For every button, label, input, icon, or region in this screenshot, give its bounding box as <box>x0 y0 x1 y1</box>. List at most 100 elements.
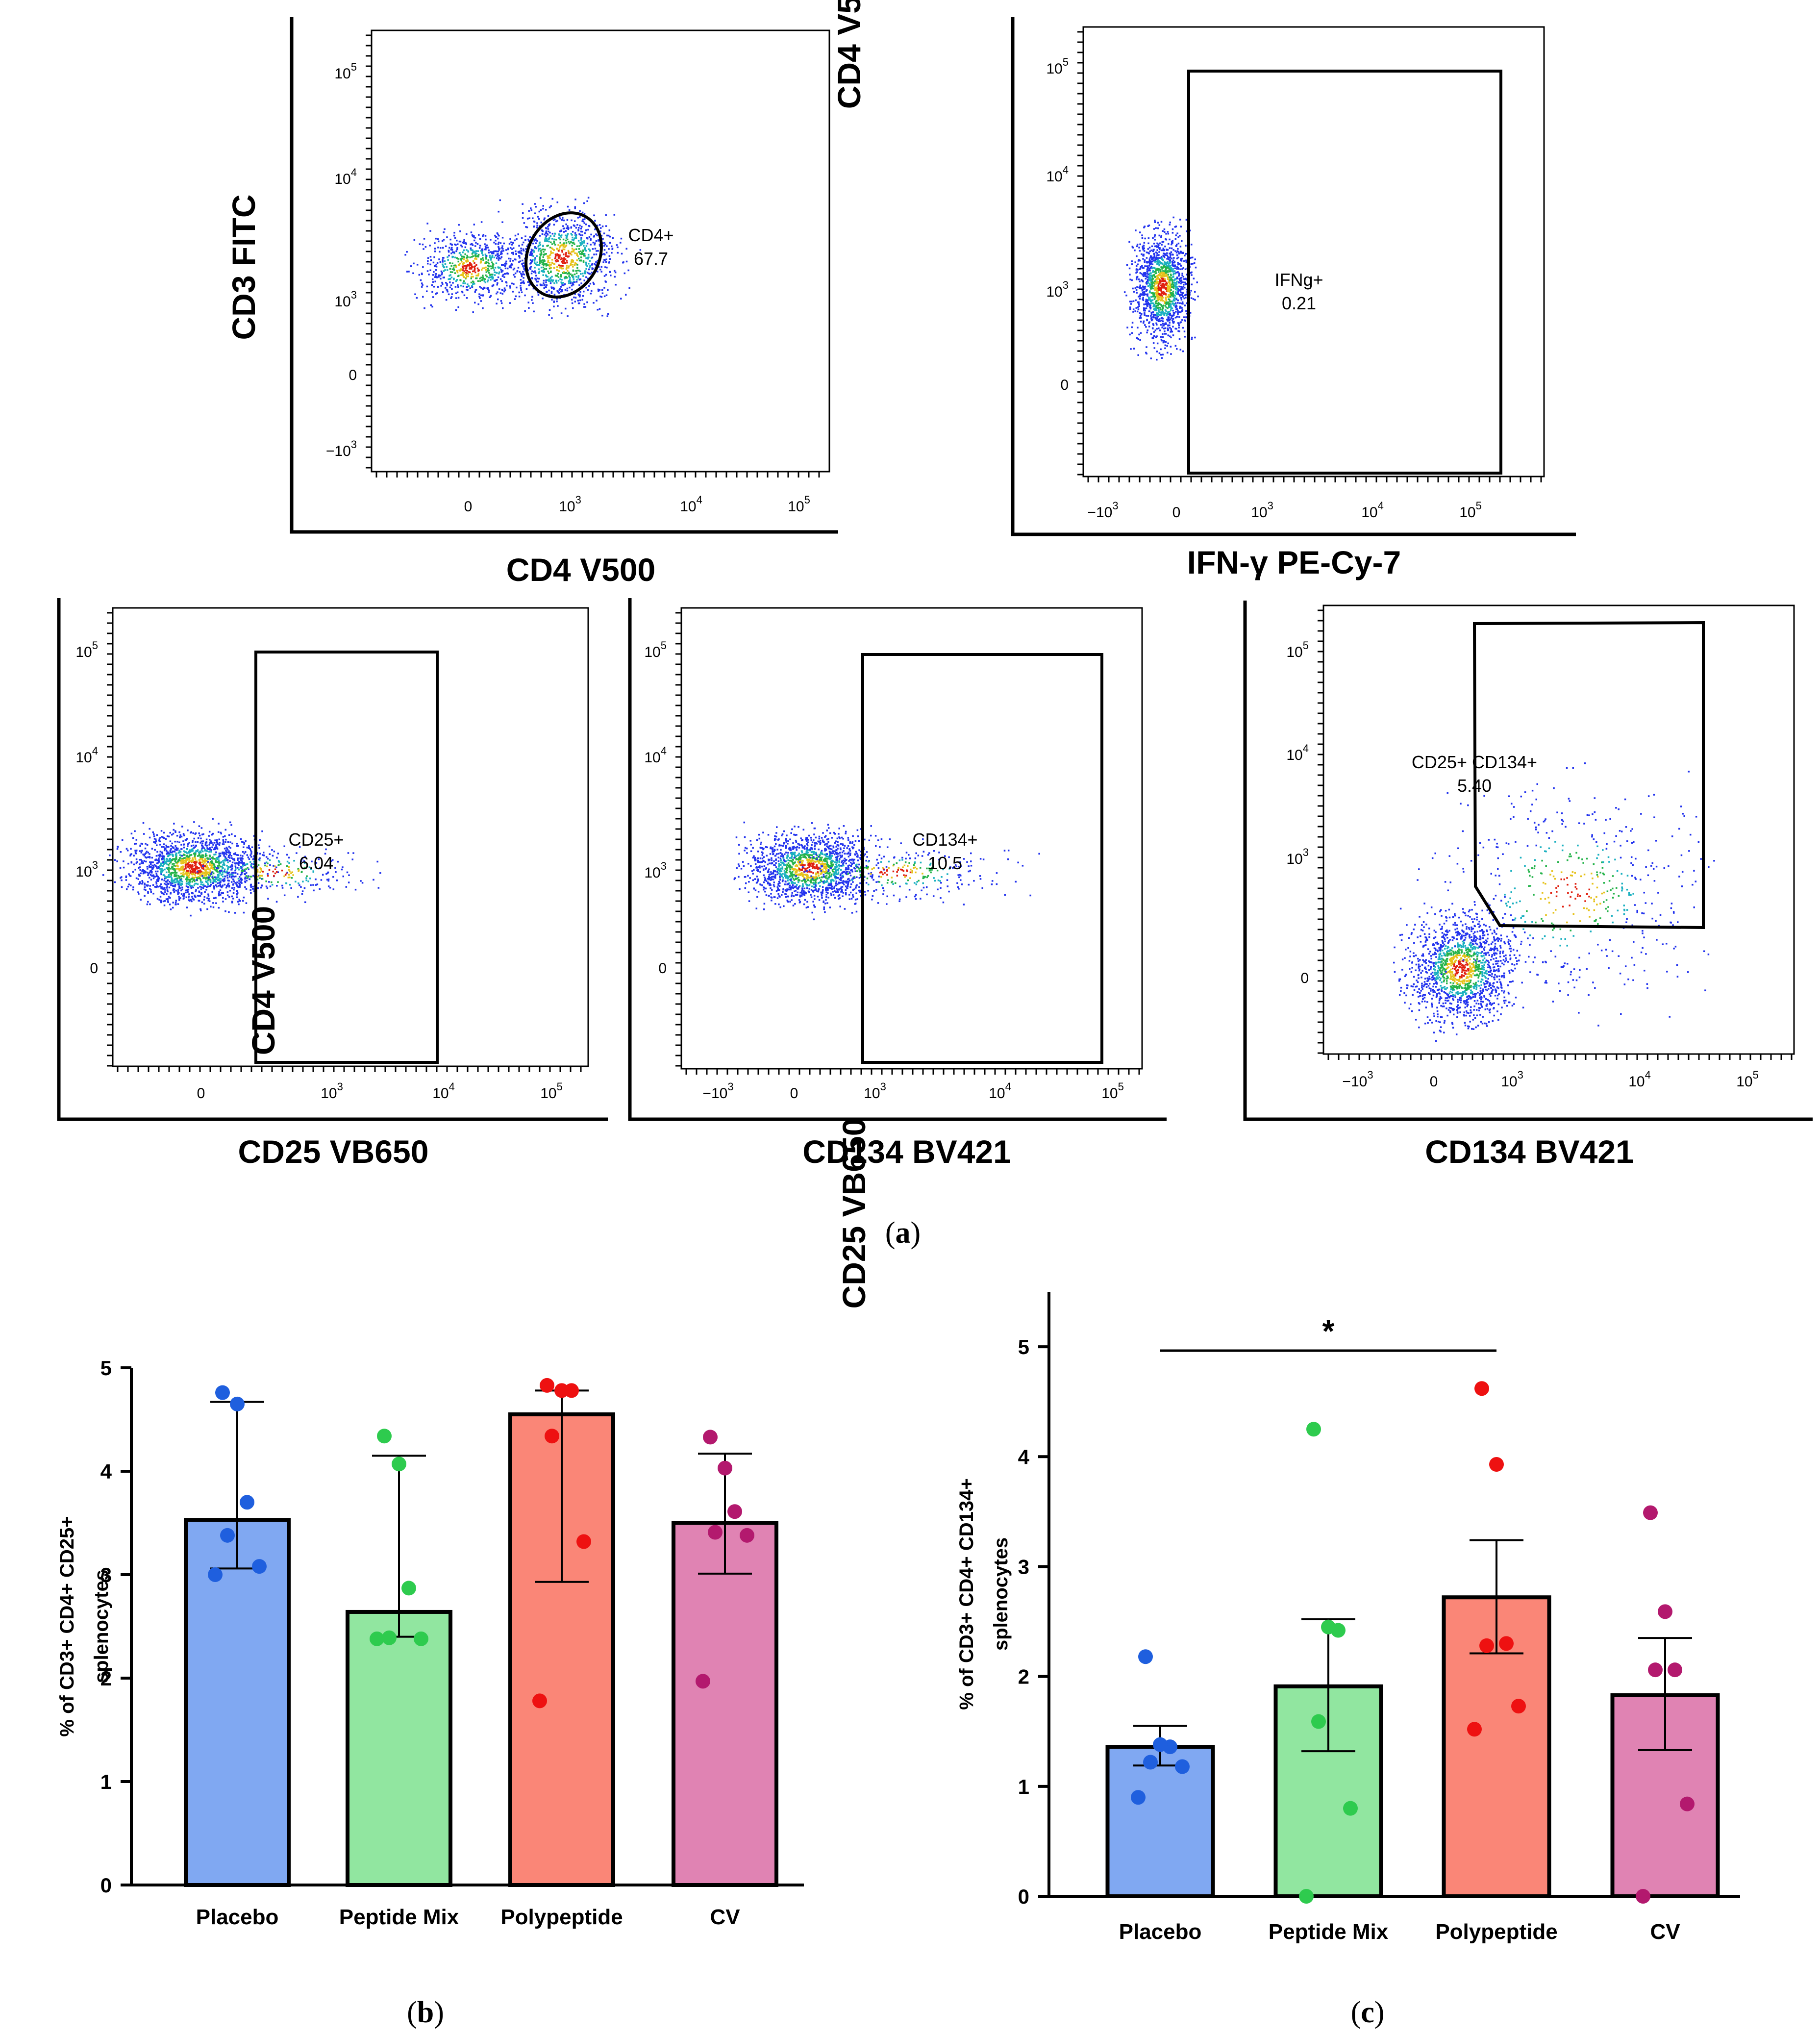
y-tick-label: 0 <box>1060 377 1069 393</box>
data-point <box>1343 1801 1358 1816</box>
panel-label-c: (c) <box>1351 1996 1385 2029</box>
data-point <box>1643 1505 1658 1520</box>
flow-x-axis-title: CD4 V500 <box>506 552 656 588</box>
data-point <box>1321 1619 1336 1634</box>
data-point <box>377 1429 392 1444</box>
flow-tick-marks <box>1318 609 1793 1060</box>
data-point <box>554 1383 569 1398</box>
bar-chart-c: 0 1 2 3 4 5 % of CD3+ CD4+ CD134+ splenocytes Pl… <box>956 1292 1740 1944</box>
x-tick-label: 105 <box>540 1081 563 1102</box>
gate-rectangle <box>1187 70 1502 475</box>
gate-value: 67.7 <box>634 249 668 269</box>
flow-y-axis-title: CD3 FITC <box>225 195 262 340</box>
x-tick-label: 105 <box>1459 500 1482 521</box>
flow-plot-p5: −103 0 103 104 105 105 104 103 0 CD25+ CD134+ 5.40… <box>836 601 1813 1308</box>
x-tick-label: 103 <box>864 1081 886 1102</box>
category-label: CV <box>1650 1920 1680 1944</box>
category-label: Polypeptide <box>1435 1920 1557 1944</box>
flow-plot-border <box>1322 604 1795 1055</box>
data-point <box>1636 1889 1650 1904</box>
y-tick-label: 104 <box>1046 164 1069 185</box>
flow-tick-marks <box>107 612 582 1072</box>
data-point <box>252 1559 267 1574</box>
event-dots <box>1123 216 1199 361</box>
data-point <box>576 1534 591 1549</box>
flow-plot-border <box>1082 26 1545 478</box>
flow-x-axis-title: CD134 BV421 <box>1425 1133 1634 1170</box>
flow-y-axis-title: CD4 V500 <box>831 0 867 109</box>
data-point <box>540 1378 554 1393</box>
y-tick-label: 0 <box>658 960 667 977</box>
category-label: CV <box>710 1905 740 1929</box>
x-tick-label: 0 <box>1172 504 1181 521</box>
gate-rectangle <box>254 651 439 1064</box>
y-tick-label: 104 <box>334 166 357 187</box>
flow-plot-p1: 0 103 104 105 105 104 103 0 −103 CD4+ 67.7 CD4 V500… <box>225 17 838 588</box>
flow-x-axis-title: IFN-γ PE-Cy-7 <box>1187 544 1401 580</box>
x-tick-label: 104 <box>989 1081 1011 1102</box>
y-tick-label: 105 <box>75 639 98 660</box>
data-point <box>215 1385 230 1400</box>
data-point <box>1489 1457 1504 1472</box>
data-point <box>1668 1662 1682 1678</box>
flow-plot-border <box>680 607 1143 1070</box>
y-tick-label: 103 <box>1046 279 1069 300</box>
y-axis-title: splenocytes <box>91 1570 112 1683</box>
flow-frame-axes <box>1243 601 1813 1121</box>
flow-frame-axes <box>57 598 608 1121</box>
data-point <box>230 1396 245 1411</box>
event-dots <box>404 197 642 319</box>
data-point <box>740 1528 754 1543</box>
y-tick-label: 4 <box>100 1460 112 1483</box>
data-point <box>382 1630 397 1645</box>
gate-label: IFNg+ <box>1274 270 1323 290</box>
bar-peptide-mix <box>346 1609 452 1887</box>
x-tick-label: −103 <box>702 1081 733 1102</box>
y-tick-label: −103 <box>326 438 357 459</box>
x-tick-label: −103 <box>1342 1069 1373 1090</box>
panel-label-a: (a) <box>885 1216 921 1250</box>
category-label: Peptide Mix <box>339 1905 459 1929</box>
event-dots <box>733 821 1040 921</box>
x-tick-label: 105 <box>1101 1081 1124 1102</box>
x-tick-label: 103 <box>1501 1069 1523 1090</box>
data-point <box>1306 1422 1321 1437</box>
x-tick-label: 103 <box>559 494 581 515</box>
flow-y-axis-title: CD4 V500 <box>245 906 281 1056</box>
data-point <box>1680 1796 1695 1811</box>
data-point <box>392 1457 406 1472</box>
y-tick-label: 5 <box>100 1357 112 1380</box>
data-point <box>401 1581 416 1596</box>
flow-tick-marks <box>1077 31 1542 482</box>
flow-x-axis-title: CD25 VB650 <box>238 1133 429 1170</box>
data-point <box>1299 1889 1314 1904</box>
category-label: Placebo <box>1119 1920 1202 1944</box>
data-point <box>1474 1381 1489 1396</box>
flow-frame-axes <box>1011 17 1576 536</box>
y-tick-label: 104 <box>1286 742 1309 763</box>
data-point <box>696 1674 710 1689</box>
y-tick-label: 2 <box>1018 1665 1029 1688</box>
y-tick-label: 4 <box>1018 1445 1030 1468</box>
y-tick-label: 1 <box>100 1770 112 1793</box>
significance-star: * <box>1322 1313 1335 1349</box>
data-point <box>545 1429 559 1444</box>
gate-value: 0.21 <box>1282 293 1316 313</box>
data-point <box>1511 1699 1526 1714</box>
flow-frame-axes <box>628 598 1167 1121</box>
y-tick-label: 1 <box>1018 1775 1029 1798</box>
x-tick-label: 103 <box>321 1081 343 1102</box>
y-tick-label: 105 <box>1286 639 1309 660</box>
x-tick-label: 0 <box>1430 1074 1438 1090</box>
x-tick-label: 104 <box>1628 1069 1651 1090</box>
x-tick-label: 103 <box>1251 500 1273 521</box>
y-tick-label: 103 <box>1286 846 1309 867</box>
category-label: Placebo <box>196 1905 279 1929</box>
y-tick-label: 0 <box>1018 1885 1029 1908</box>
flow-tick-marks <box>675 612 1140 1075</box>
data-point <box>1138 1649 1153 1664</box>
data-point <box>414 1631 428 1646</box>
event-dots <box>102 818 381 917</box>
x-tick-label: 105 <box>1736 1069 1759 1090</box>
